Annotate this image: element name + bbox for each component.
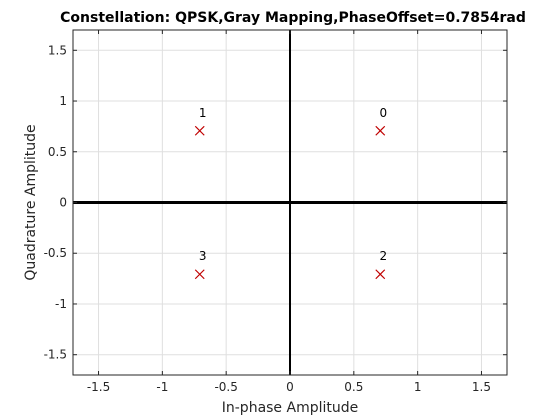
point-symbol-label: 3: [199, 249, 207, 263]
y-tick-label: 1: [59, 94, 67, 108]
zero-axes: [73, 30, 507, 375]
x-axis-label: In-phase Amplitude: [222, 400, 359, 416]
y-tick-label: -0.5: [44, 246, 67, 260]
x-tick-label: 1: [414, 380, 422, 394]
y-tick-label: -1.5: [44, 348, 67, 362]
constellation-point: 0: [375, 106, 387, 136]
point-marker: [375, 269, 386, 280]
x-tick-label: -1.5: [87, 380, 110, 394]
constellation-points: 0 1 2 3: [194, 106, 387, 280]
x-tick-label: 1.5: [472, 380, 491, 394]
x-tick-label: 0.5: [344, 380, 363, 394]
x-tick-label: 0: [286, 380, 294, 394]
tick-labels: -1.5 -1 -0.5 0 0.5 1 1.5 1.5 1 0.5 0 -0.5 -1 -1.5: [44, 30, 507, 394]
constellation-point: 1: [194, 106, 207, 136]
y-tick-label: 0: [59, 196, 67, 210]
point-symbol-label: 0: [379, 106, 387, 120]
y-tick-label: -1: [55, 297, 67, 311]
y-tick-label: 0.5: [48, 145, 67, 159]
chart-title: Constellation: QPSK,Gray Mapping,PhaseOf…: [60, 10, 526, 26]
point-symbol-label: 2: [379, 249, 387, 263]
point-marker: [375, 125, 386, 136]
constellation-point: 3: [194, 249, 207, 280]
y-tick-label: 1.5: [48, 43, 67, 57]
point-symbol-label: 1: [199, 106, 207, 120]
x-tick-label: -1: [156, 380, 168, 394]
constellation-point: 2: [375, 249, 387, 280]
point-marker: [194, 125, 205, 136]
x-tick-label: -0.5: [214, 380, 237, 394]
point-marker: [194, 269, 205, 280]
y-axis-label: Quadrature Amplitude: [23, 124, 39, 280]
plot-frame: [72, 29, 508, 376]
